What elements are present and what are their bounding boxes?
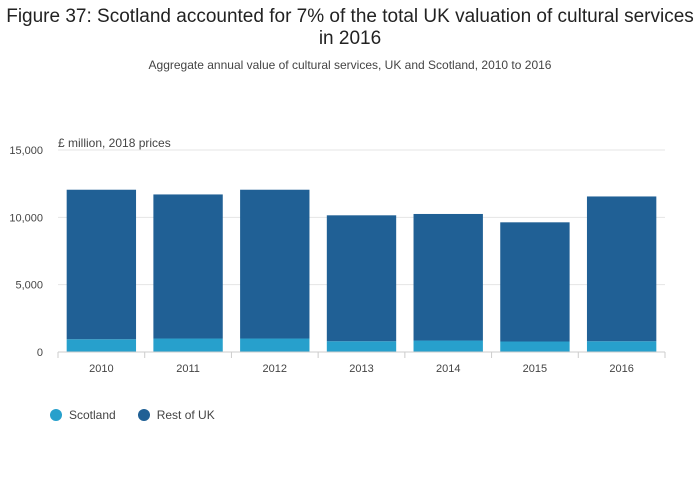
y-tick-label: 5,000 — [15, 280, 43, 292]
y-tick-label: 15,000 — [9, 145, 43, 157]
legend-label-rest-of-uk: Rest of UK — [156, 408, 215, 422]
x-tick-label: 2016 — [609, 363, 633, 375]
y-axis-unit-label: £ million, 2018 prices — [58, 136, 171, 150]
bar-scotland-2012 — [240, 338, 310, 352]
legend-swatch-rest-of-uk — [137, 409, 150, 421]
x-tick-label: 2010 — [89, 363, 113, 375]
bar-scotland-2011 — [153, 338, 223, 352]
chart-title: Figure 37: Scotland accounted for 7% of … — [6, 6, 694, 49]
bar-rest-of-uk-2016 — [586, 196, 657, 342]
y-tick-label: 0 — [37, 347, 43, 359]
bar-rest-of-uk-2011 — [153, 194, 223, 339]
y-tick-label: 10,000 — [9, 212, 43, 224]
x-tick-label: 2011 — [176, 363, 200, 375]
bar-rest-of-uk-2013 — [326, 215, 397, 342]
bar-rest-of-uk-2010 — [66, 189, 137, 340]
legend-item-rest-of-uk[interactable]: Rest of UK — [137, 408, 215, 422]
x-tick-label: 2015 — [523, 363, 547, 375]
legend-item-scotland[interactable]: Scotland — [50, 408, 116, 422]
bar-scotland-2015 — [500, 341, 570, 352]
bar-scotland-2010 — [66, 339, 137, 352]
x-tick-label: 2012 — [263, 363, 287, 375]
x-tick-label: 2014 — [436, 363, 460, 375]
x-tick-label: 2013 — [349, 363, 373, 375]
legend-swatch-scotland — [50, 409, 62, 421]
bar-scotland-2016 — [586, 341, 657, 352]
bar-rest-of-uk-2015 — [500, 222, 570, 342]
bar-scotland-2013 — [326, 341, 397, 352]
bar-scotland-2014 — [413, 340, 483, 352]
chart-subtitle: Aggregate annual value of cultural servi… — [148, 58, 552, 72]
bar-rest-of-uk-2014 — [413, 213, 483, 341]
legend-label-scotland: Scotland — [69, 408, 116, 422]
legend: Scotland Rest of UK — [50, 408, 237, 422]
bar-rest-of-uk-2012 — [240, 189, 310, 339]
